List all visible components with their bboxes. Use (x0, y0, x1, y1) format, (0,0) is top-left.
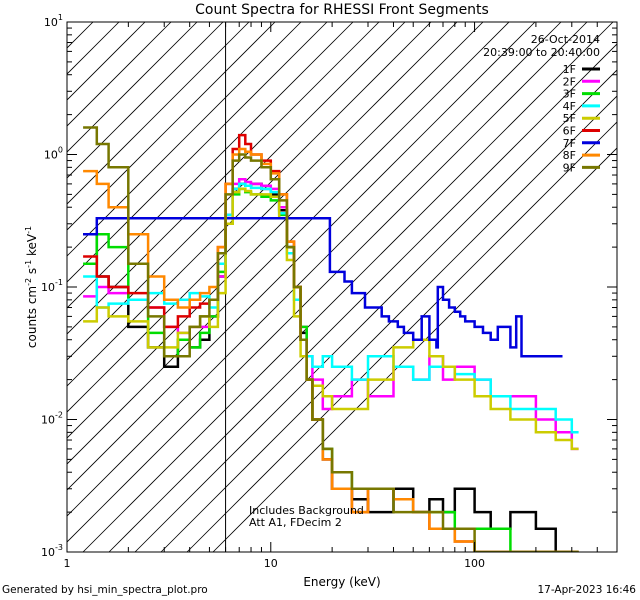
series-layer (83, 126, 579, 552)
x-tick-label: 10 (264, 557, 278, 570)
legend-label-1f: 1F (563, 63, 576, 76)
annotation-background: Includes Background (249, 504, 364, 517)
date-label: 26-Oct-2014 (531, 33, 600, 46)
y-axis-label: counts cm-2 s-1 keV-1 (24, 226, 39, 348)
footer-timestamp: 17-Apr-2023 16:46 (537, 584, 636, 596)
legend-label-4f: 4F (563, 100, 576, 113)
series-line-8f (83, 147, 579, 552)
legend-label-5f: 5F (563, 112, 576, 125)
y-tick-label: 100 (44, 146, 63, 162)
legend-label-2f: 2F (563, 75, 576, 88)
y-tick-label: 101 (44, 13, 63, 29)
legend-label-9f: 9F (563, 161, 576, 174)
x-tick-label: 1 (64, 557, 71, 570)
legend-label-6f: 6F (563, 125, 576, 138)
footer-generated-by: Generated by hsi_min_spectra_plot.pro (2, 584, 208, 596)
series-line-9f (83, 126, 579, 552)
time-range-label: 20:39:00 to 20:40:00 (483, 46, 600, 59)
y-tick-label: 10-1 (41, 278, 63, 294)
background-shaded-region (67, 22, 617, 552)
x-tick-label: 100 (464, 557, 485, 570)
annotation-attenuator: Att A1, FDecim 2 (249, 516, 342, 529)
y-tick-label: 10-2 (41, 411, 63, 427)
legend-label-3f: 3F (563, 88, 576, 101)
series-line-6f (83, 133, 579, 552)
x-axis-label: Energy (keV) (303, 575, 380, 589)
legend-label-7f: 7F (563, 137, 576, 150)
y-tick-label: 10-3 (41, 543, 63, 559)
legend-label-8f: 8F (563, 149, 576, 162)
chart-title: Count Spectra for RHESSI Front Segments (195, 2, 489, 18)
series-line-7f (83, 217, 563, 358)
axis-layer: 1 10 100 10-3 10-2 10-1 100 101 (41, 13, 618, 570)
